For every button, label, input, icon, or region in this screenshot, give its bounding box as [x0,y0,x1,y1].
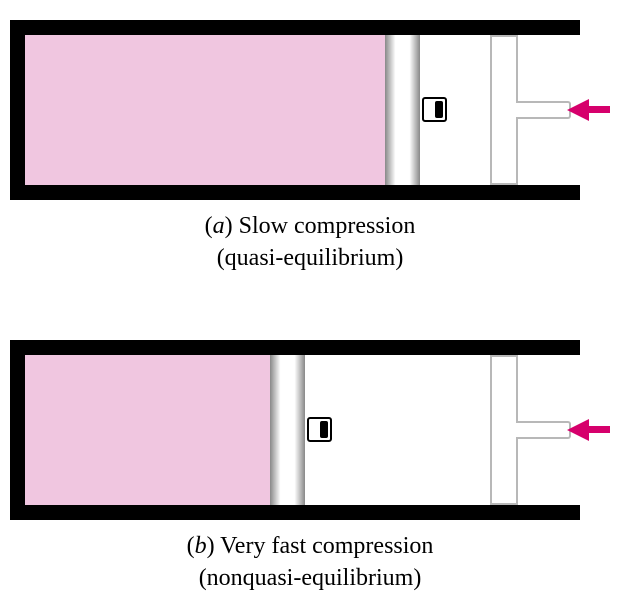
figure-b [10,340,580,520]
caption-b: (b) Very fast compression (nonquasi-equi… [60,530,560,595]
wall-left-b [10,340,25,520]
piston-rod-b [307,417,332,442]
diagram-container: (a) Slow compression (quasi-equilibrium)… [0,0,622,589]
caption-b-line1: (b) Very fast compression [60,530,560,562]
ghost-rod-b [516,421,571,439]
piston-b [270,355,305,505]
figure-a [10,20,580,200]
ghost-piston-b [490,355,518,505]
gas-region-a [25,35,385,185]
caption-a-letter: a [213,213,225,239]
wall-top-b [10,340,580,355]
wall-bottom-a [10,185,580,200]
ghost-rod-a [516,101,571,119]
gas-region-b [25,355,270,505]
caption-b-prefix: ( [187,533,195,559]
caption-a: (a) Slow compression (quasi-equilibrium) [60,210,560,275]
cylinder-b [10,340,580,520]
caption-b-letter: b [195,533,207,559]
wall-bottom-b [10,505,580,520]
caption-a-line2: (quasi-equilibrium) [60,242,560,274]
wall-top-a [10,20,580,35]
force-arrow-a [567,99,589,121]
caption-b-suffix: ) Very fast compression [207,533,434,559]
caption-a-suffix: ) Slow compression [225,213,416,239]
caption-b-line2: (nonquasi-equilibrium) [60,562,560,594]
piston-a [385,35,420,185]
caption-a-prefix: ( [205,213,213,239]
caption-a-line1: (a) Slow compression [60,210,560,242]
wall-left-a [10,20,25,200]
force-arrow-b [567,419,589,441]
ghost-piston-a [490,35,518,185]
cylinder-a [10,20,580,200]
piston-rod-a [422,97,447,122]
